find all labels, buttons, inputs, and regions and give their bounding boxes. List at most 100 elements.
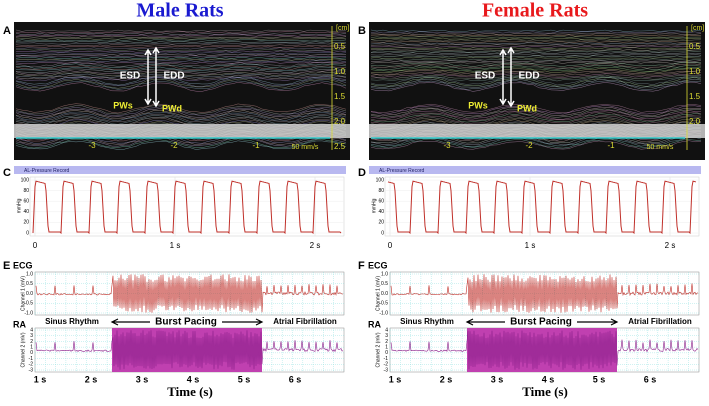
esd-label: ESD bbox=[120, 71, 141, 82]
echo-texture bbox=[370, 77, 702, 87]
ecg-ytick: 1.0 bbox=[381, 271, 388, 277]
ecg-ytick: 0 bbox=[30, 350, 33, 356]
pressure-ytick: 40 bbox=[23, 209, 29, 215]
ecg-ytick: 1 bbox=[385, 344, 388, 350]
echo-texture bbox=[15, 44, 347, 47]
echo-band bbox=[369, 124, 705, 138]
ecg-xtick: 4 s bbox=[542, 374, 555, 384]
panel-letter: E bbox=[3, 260, 10, 272]
ecg-xtick: 2 s bbox=[85, 374, 98, 384]
echo-texture bbox=[370, 138, 702, 149]
echo-texture bbox=[370, 76, 702, 82]
ecg-ytick: 0.0 bbox=[26, 291, 33, 297]
time-tick: -1 bbox=[607, 141, 615, 150]
ecg-ytick: 0.5 bbox=[26, 281, 33, 287]
phase-arrow bbox=[110, 318, 264, 326]
echo-texture bbox=[370, 36, 702, 39]
echo-texture bbox=[370, 140, 702, 150]
panel-letter: D bbox=[358, 167, 366, 179]
pws-label: PWs bbox=[113, 100, 133, 110]
ecg-ytick: 3 bbox=[30, 333, 33, 339]
echo-texture bbox=[15, 66, 347, 72]
echo-texture bbox=[370, 52, 702, 55]
echo-texture bbox=[15, 140, 347, 150]
phase-label: Atrial Fibrillation bbox=[273, 317, 337, 326]
echo-texture bbox=[15, 37, 347, 40]
depth-unit: [cm] bbox=[336, 25, 349, 32]
echo-texture bbox=[370, 56, 702, 59]
echo-texture bbox=[15, 48, 347, 51]
pressure-ytick: 20 bbox=[23, 220, 29, 226]
depth-tick: 2.0 bbox=[334, 117, 346, 126]
echo-texture bbox=[370, 111, 702, 122]
depth-tick: 2.0 bbox=[689, 117, 701, 126]
ecg-xtick: 3 s bbox=[136, 374, 149, 384]
echo-texture bbox=[15, 52, 347, 55]
echo-texture bbox=[16, 63, 347, 69]
echo-texture bbox=[15, 32, 347, 35]
echo-texture bbox=[370, 75, 702, 86]
ecg-ytick: 2 bbox=[30, 339, 33, 345]
pressure-ytick: 60 bbox=[378, 199, 384, 205]
ecg-label: ECG bbox=[13, 260, 33, 270]
panel-letter: B bbox=[358, 25, 366, 37]
ecg-ytick: 1.0 bbox=[26, 271, 33, 277]
echo-texture bbox=[15, 65, 347, 71]
phase-label: Sinus Rhythm bbox=[45, 317, 99, 326]
panel-letter: F bbox=[358, 260, 365, 272]
ecg-ytick: -3 bbox=[29, 367, 34, 373]
pressure-xtick: 1 s bbox=[170, 241, 181, 250]
echo-texture bbox=[370, 114, 702, 125]
arrow bbox=[507, 46, 515, 108]
echo-texture bbox=[15, 47, 347, 50]
ra-label: RA bbox=[368, 319, 381, 329]
phase-label: Burst Pacing bbox=[155, 317, 217, 328]
pressure-ytick: 0 bbox=[26, 230, 29, 236]
time-tick: -3 bbox=[88, 141, 96, 150]
echo-texture bbox=[370, 80, 702, 90]
arrow bbox=[144, 48, 152, 106]
echo-texture bbox=[15, 50, 347, 53]
ecg-trace bbox=[390, 330, 699, 370]
echo-texture bbox=[15, 71, 347, 77]
ecg-xtick: 5 s bbox=[593, 374, 606, 384]
time-tick: -2 bbox=[525, 141, 533, 150]
ecg-ytick: 2 bbox=[385, 339, 388, 345]
echo-texture bbox=[15, 112, 347, 122]
echo-texture bbox=[15, 42, 347, 45]
panel-letter: C bbox=[3, 167, 11, 179]
arrow bbox=[499, 48, 507, 106]
echo-texture bbox=[15, 109, 347, 120]
panel-letter: A bbox=[3, 25, 11, 37]
time-tick: -3 bbox=[443, 141, 451, 150]
echo-texture bbox=[15, 74, 347, 80]
echo-texture bbox=[15, 55, 347, 58]
depth-tick: 1.0 bbox=[689, 67, 701, 76]
ecg-xtick: 6 s bbox=[644, 374, 657, 384]
ecg-ylabel: Channel 2 (mV) bbox=[20, 332, 26, 367]
phase-label: Sinus Rhythm bbox=[400, 317, 454, 326]
echo-texture bbox=[15, 53, 347, 56]
phase-label: Atrial Fibrillation bbox=[628, 317, 692, 326]
ecg-ytick: 4 bbox=[30, 327, 33, 333]
pressure-xtick: 2 s bbox=[665, 241, 676, 250]
pressure-ytick: 40 bbox=[378, 209, 384, 215]
phase-arrow bbox=[465, 318, 619, 326]
echo-texture bbox=[370, 63, 702, 69]
echo-texture bbox=[15, 80, 347, 90]
echo-texture bbox=[370, 44, 702, 47]
echo-texture bbox=[15, 73, 347, 78]
pressure-ytick: 80 bbox=[378, 188, 384, 194]
echo-texture bbox=[15, 36, 347, 39]
ecg-ytick: -1 bbox=[29, 356, 34, 362]
echo-texture bbox=[15, 103, 347, 114]
echo-texture bbox=[370, 39, 702, 42]
phase-label: Burst Pacing bbox=[510, 317, 572, 328]
pressure-trace bbox=[387, 180, 697, 235]
ecg-ytick: 0 bbox=[385, 350, 388, 356]
echo-texture bbox=[370, 62, 702, 67]
ecg-ytick: 1 bbox=[30, 344, 33, 350]
echo-texture bbox=[370, 81, 702, 92]
echo-texture bbox=[15, 40, 347, 43]
echo-texture bbox=[370, 107, 702, 117]
